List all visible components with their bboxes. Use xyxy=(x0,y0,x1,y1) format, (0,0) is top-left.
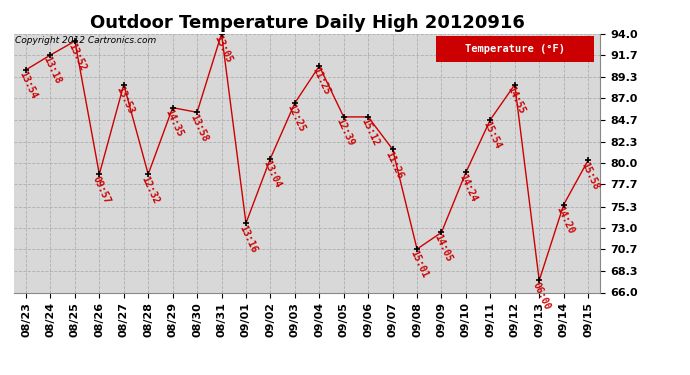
Text: 14:05: 14:05 xyxy=(433,232,454,263)
Text: 13:05: 13:05 xyxy=(213,34,234,64)
Text: 11:26: 11:26 xyxy=(384,149,405,180)
Title: Outdoor Temperature Daily High 20120916: Outdoor Temperature Daily High 20120916 xyxy=(90,14,524,32)
Text: 06:00: 06:00 xyxy=(530,280,551,311)
Text: 14:20: 14:20 xyxy=(555,205,576,236)
Text: 15:54: 15:54 xyxy=(481,120,503,150)
Text: 15:58: 15:58 xyxy=(579,160,600,191)
Text: 11:25: 11:25 xyxy=(310,66,332,97)
Text: 13:04: 13:04 xyxy=(262,159,283,189)
Text: 14:55: 14:55 xyxy=(506,85,527,116)
Text: Copyright 2012 Cartronics.com: Copyright 2012 Cartronics.com xyxy=(15,36,156,45)
Text: 12:25: 12:25 xyxy=(286,103,307,134)
Text: 13:16: 13:16 xyxy=(237,223,258,254)
Text: 13:18: 13:18 xyxy=(41,55,63,86)
Text: 09:57: 09:57 xyxy=(90,174,112,205)
Text: 15:01: 15:01 xyxy=(408,249,429,280)
Text: 12:32: 12:32 xyxy=(139,174,161,205)
Text: 13:53: 13:53 xyxy=(115,85,136,116)
Text: 13:54: 13:54 xyxy=(17,70,39,100)
Text: 13:52: 13:52 xyxy=(66,41,88,72)
Text: 15:12: 15:12 xyxy=(359,117,381,148)
Text: 14:24: 14:24 xyxy=(457,172,478,203)
Text: 13:58: 13:58 xyxy=(188,112,210,143)
Text: 14:35: 14:35 xyxy=(164,108,185,138)
Text: 12:39: 12:39 xyxy=(335,117,356,148)
